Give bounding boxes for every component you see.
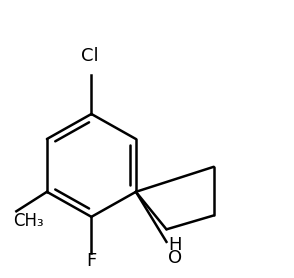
Text: Cl: Cl (81, 47, 99, 64)
Text: CH₃: CH₃ (14, 212, 44, 230)
Text: O: O (168, 249, 182, 267)
Text: F: F (86, 252, 96, 270)
Text: H: H (168, 237, 182, 254)
